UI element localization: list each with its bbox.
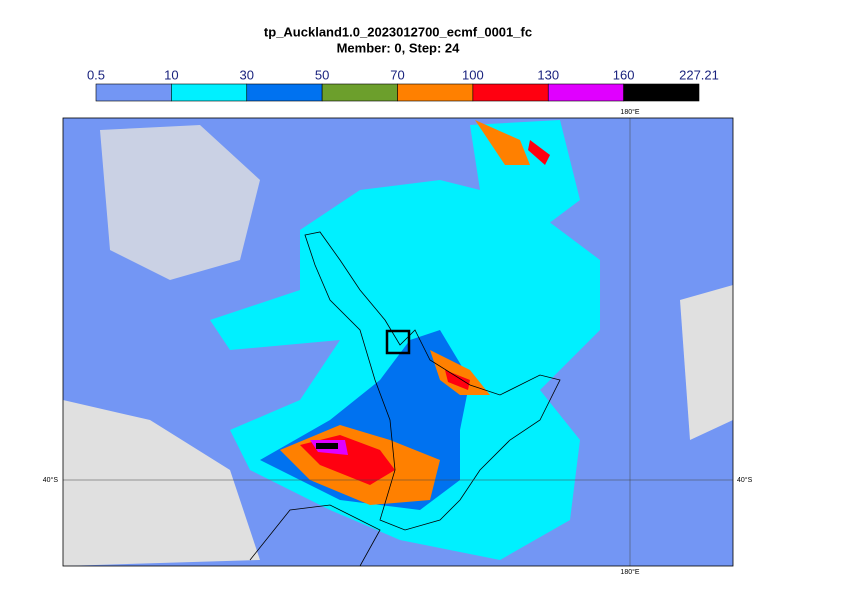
colorbar-box — [246, 83, 323, 102]
colorbar-label: 30 — [240, 67, 254, 82]
colorbar-label: 0.5 — [87, 67, 105, 82]
colorbar-label: 160 — [613, 67, 635, 82]
lat-label: 40°S — [737, 476, 753, 484]
colorbar-box — [321, 83, 398, 102]
colorbar-label: 10 — [164, 67, 178, 82]
rain-70 — [475, 120, 530, 165]
colorbar: 0.5 10 30 50 70 100 130 160 227.21 — [87, 67, 719, 102]
subtitle: Member: 0, Step: 24 — [337, 40, 461, 55]
coastline — [304, 231, 561, 531]
lat-label: 40°S — [43, 476, 59, 484]
rain-100 — [528, 140, 550, 165]
colorbar-box — [547, 83, 624, 102]
coastline — [249, 504, 381, 566]
lon-label: 180°E — [620, 568, 639, 576]
rain-160 — [316, 443, 338, 449]
colorbar-box — [95, 83, 172, 102]
colorbar-label: 227.21 — [679, 67, 719, 82]
rain-100 — [445, 370, 470, 390]
dry-area — [680, 285, 733, 440]
colorbar-label: 100 — [462, 67, 484, 82]
colorbar-box — [623, 83, 700, 102]
title: tp_Auckland1.0_2023012700_ecmf_0001_fc — [264, 24, 532, 39]
colorbar-label: 130 — [537, 67, 559, 82]
rain-70 — [430, 350, 490, 395]
frame — [62, 117, 734, 567]
colorbar-box — [171, 83, 248, 102]
colorbar-box — [397, 83, 474, 102]
dry-area — [63, 400, 260, 566]
lon-label: 180°E — [620, 108, 639, 116]
dry-area — [100, 125, 260, 280]
colorbar-box — [472, 83, 549, 102]
map: 180°E 180°E 40°S 40°S — [43, 108, 753, 576]
target-box — [385, 329, 411, 355]
colorbar-label: 50 — [315, 67, 329, 82]
colorbar-label: 70 — [390, 67, 404, 82]
